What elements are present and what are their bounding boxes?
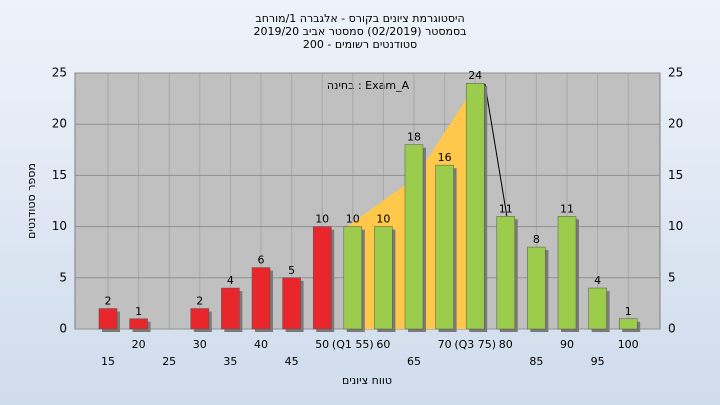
y-tick-label: 15 bbox=[52, 168, 67, 182]
value-label: 1 bbox=[625, 305, 632, 318]
bar bbox=[465, 82, 485, 330]
x-tick-label: 40 bbox=[254, 338, 268, 351]
value-label: 11 bbox=[560, 202, 574, 215]
x-tick-label: 60 bbox=[376, 338, 390, 351]
value-label: 4 bbox=[594, 274, 601, 287]
bar bbox=[496, 216, 516, 330]
annotation: בחינה : Exam_A bbox=[327, 79, 410, 92]
y2-tick-label: 0 bbox=[668, 322, 676, 336]
value-label: 4 bbox=[227, 274, 234, 287]
bar bbox=[98, 308, 118, 330]
x-tick-label: 85 bbox=[529, 355, 543, 368]
x-tick-label: 25 bbox=[162, 355, 176, 368]
bar bbox=[190, 308, 210, 330]
bar bbox=[282, 277, 301, 330]
value-label: 8 bbox=[533, 233, 540, 246]
y2-tick-label: 25 bbox=[668, 66, 683, 80]
bar bbox=[374, 226, 393, 330]
x-tick-label: 65 bbox=[407, 355, 421, 368]
x-tick-label: 45 bbox=[285, 355, 299, 368]
bar bbox=[435, 164, 454, 330]
bar bbox=[251, 267, 271, 330]
y2-tick-label: 20 bbox=[668, 117, 683, 131]
x-tick-label: 80 bbox=[499, 338, 513, 351]
value-label: 10 bbox=[346, 213, 360, 226]
x-tick-label: 20 bbox=[132, 338, 146, 351]
value-label: 10 bbox=[315, 213, 329, 226]
bar bbox=[618, 318, 638, 330]
value-label: 10 bbox=[376, 213, 390, 226]
value-label: 11 bbox=[499, 202, 513, 215]
value-label: 5 bbox=[288, 264, 295, 277]
y-tick-label: 10 bbox=[52, 219, 67, 233]
value-label: 2 bbox=[196, 295, 203, 308]
bar bbox=[588, 287, 607, 330]
bar bbox=[343, 226, 363, 330]
y2-tick-label: 10 bbox=[668, 219, 683, 233]
x-axis-label: טווח ציונים bbox=[342, 374, 392, 387]
x-tick-label: 35 bbox=[223, 355, 237, 368]
value-label: 24 bbox=[468, 69, 482, 82]
x-tick-label: 100 bbox=[618, 338, 639, 351]
connector bbox=[484, 83, 508, 218]
x-tick-label: 70 bbox=[438, 338, 452, 351]
y-tick-label: 0 bbox=[59, 322, 67, 336]
x-tick-label: 15 bbox=[101, 355, 115, 368]
bar bbox=[557, 216, 577, 330]
chart-subtitle: בסמסטר (02/2019) סמסטר אביב 2019/20 bbox=[253, 25, 466, 38]
y2-tick-label: 5 bbox=[668, 270, 676, 284]
x-tick-label: (Q3 75) bbox=[454, 338, 496, 351]
x-tick-label: (Q1 55) bbox=[332, 338, 374, 351]
y-tick-label: 5 bbox=[59, 270, 67, 284]
x-tick-label: 90 bbox=[560, 338, 574, 351]
y2-tick-label: 15 bbox=[668, 168, 683, 182]
x-tick-label: 95 bbox=[591, 355, 605, 368]
bar bbox=[312, 226, 332, 330]
value-label: 6 bbox=[258, 254, 265, 267]
value-label: 16 bbox=[438, 151, 452, 164]
bar bbox=[404, 144, 424, 330]
x-tick-label: 30 bbox=[193, 338, 207, 351]
chart-subtitle: סטודנטים רשומים - 200 bbox=[303, 38, 417, 51]
bar bbox=[221, 287, 240, 330]
value-label: 2 bbox=[105, 295, 112, 308]
value-label: 18 bbox=[407, 131, 421, 144]
y-axis-label: מספר סטודנטים bbox=[25, 163, 38, 239]
bar bbox=[129, 318, 148, 330]
value-label: 1 bbox=[135, 305, 142, 318]
x-tick-label: 50 bbox=[315, 338, 329, 351]
bar bbox=[527, 246, 546, 330]
chart-title: היסטוגרמת ציונים בקורס - אלגברה 1/מורחב bbox=[255, 12, 464, 25]
y-tick-label: 25 bbox=[52, 66, 67, 80]
y-tick-label: 20 bbox=[52, 117, 67, 131]
